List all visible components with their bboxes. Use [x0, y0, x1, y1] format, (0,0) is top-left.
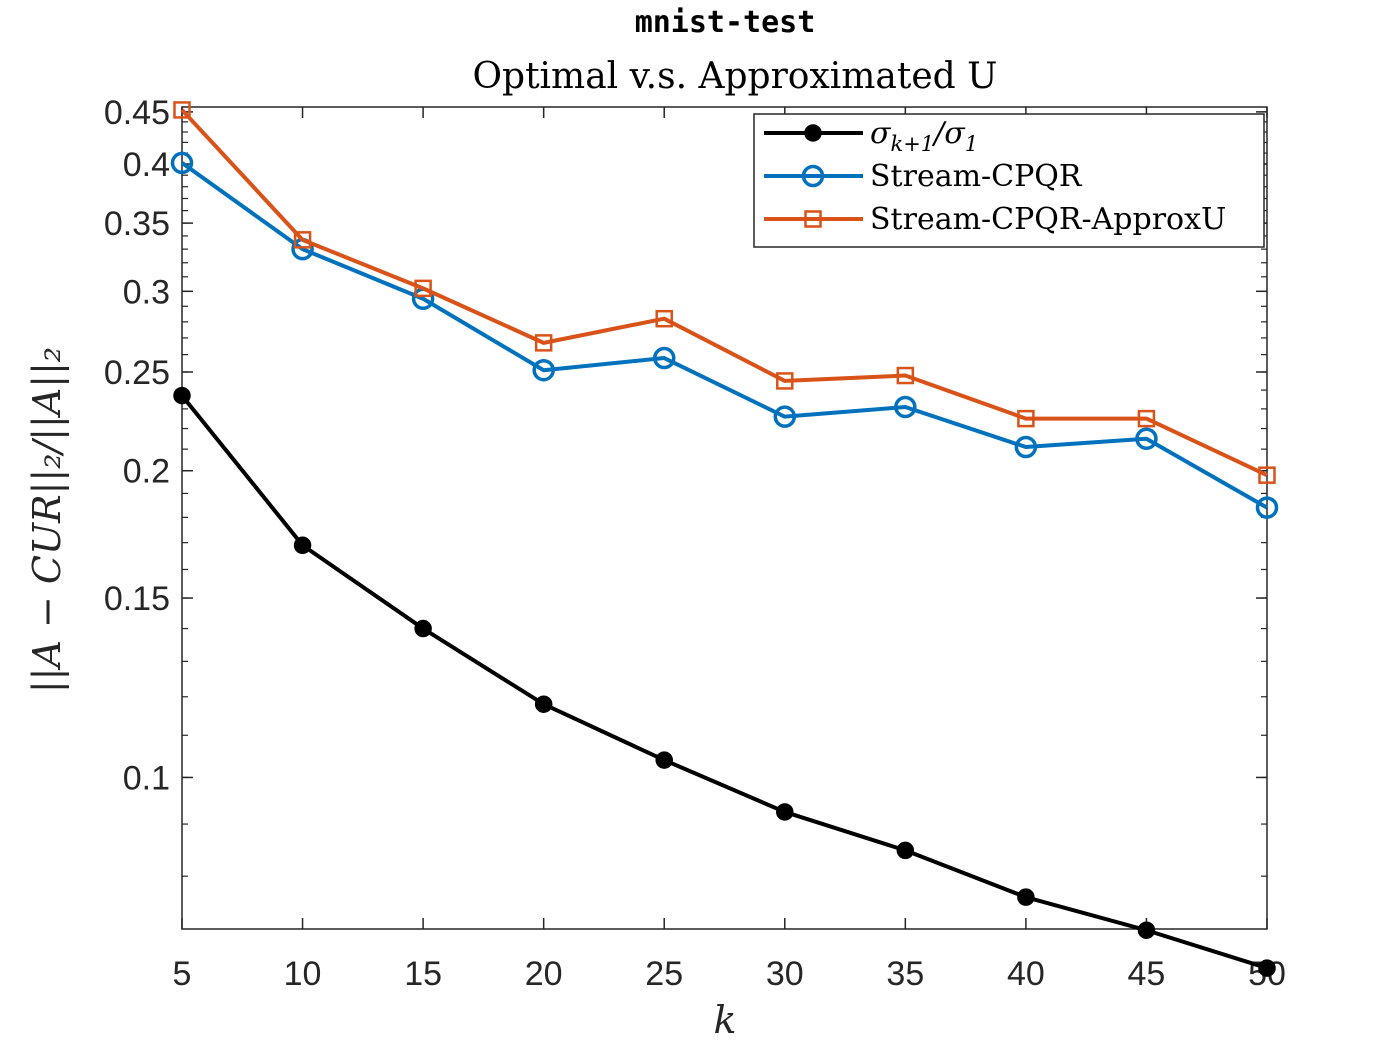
data-point	[174, 388, 190, 404]
x-axis-label: k	[713, 998, 736, 1042]
x-tick-label: 40	[1007, 955, 1045, 993]
x-tick-label: 30	[766, 955, 804, 993]
x-tick-label: 35	[886, 955, 924, 993]
data-point	[1018, 889, 1034, 905]
chart-subtitle: Optimal v.s. Approximated U	[473, 56, 998, 97]
data-point	[415, 621, 431, 637]
y-tick-label: 0.1	[123, 759, 170, 797]
x-tick-label: 5	[173, 955, 192, 993]
x-tick-label: 15	[404, 955, 442, 993]
y-tick-label: 0.35	[104, 205, 170, 243]
data-point	[897, 842, 913, 858]
x-tick-label: 25	[645, 955, 683, 993]
data-point	[777, 804, 793, 820]
y-tick-label: 0.45	[104, 94, 170, 132]
legend-swatch-marker	[805, 125, 821, 141]
y-tick-label: 0.3	[123, 273, 170, 311]
data-point	[1138, 922, 1154, 938]
legend-label: Stream-CPQR	[870, 159, 1083, 194]
y-tick-label: 0.4	[123, 146, 170, 184]
chart-title: mnist-test	[635, 5, 816, 40]
data-point	[1259, 960, 1275, 976]
y-tick-label: 0.2	[123, 453, 170, 491]
x-tick-label: 45	[1128, 955, 1166, 993]
legend-label: Stream-CPQR-ApproxU	[870, 202, 1226, 237]
x-tick-label: 20	[525, 955, 563, 993]
y-tick-label: 0.15	[104, 580, 170, 618]
data-point	[536, 696, 552, 712]
x-tick-label: 10	[284, 955, 322, 993]
data-point	[295, 537, 311, 553]
y-axis-label: ||A − CUR||₂/||A||₂	[25, 347, 69, 693]
data-point	[656, 752, 672, 768]
y-tick-label: 0.25	[104, 354, 170, 392]
